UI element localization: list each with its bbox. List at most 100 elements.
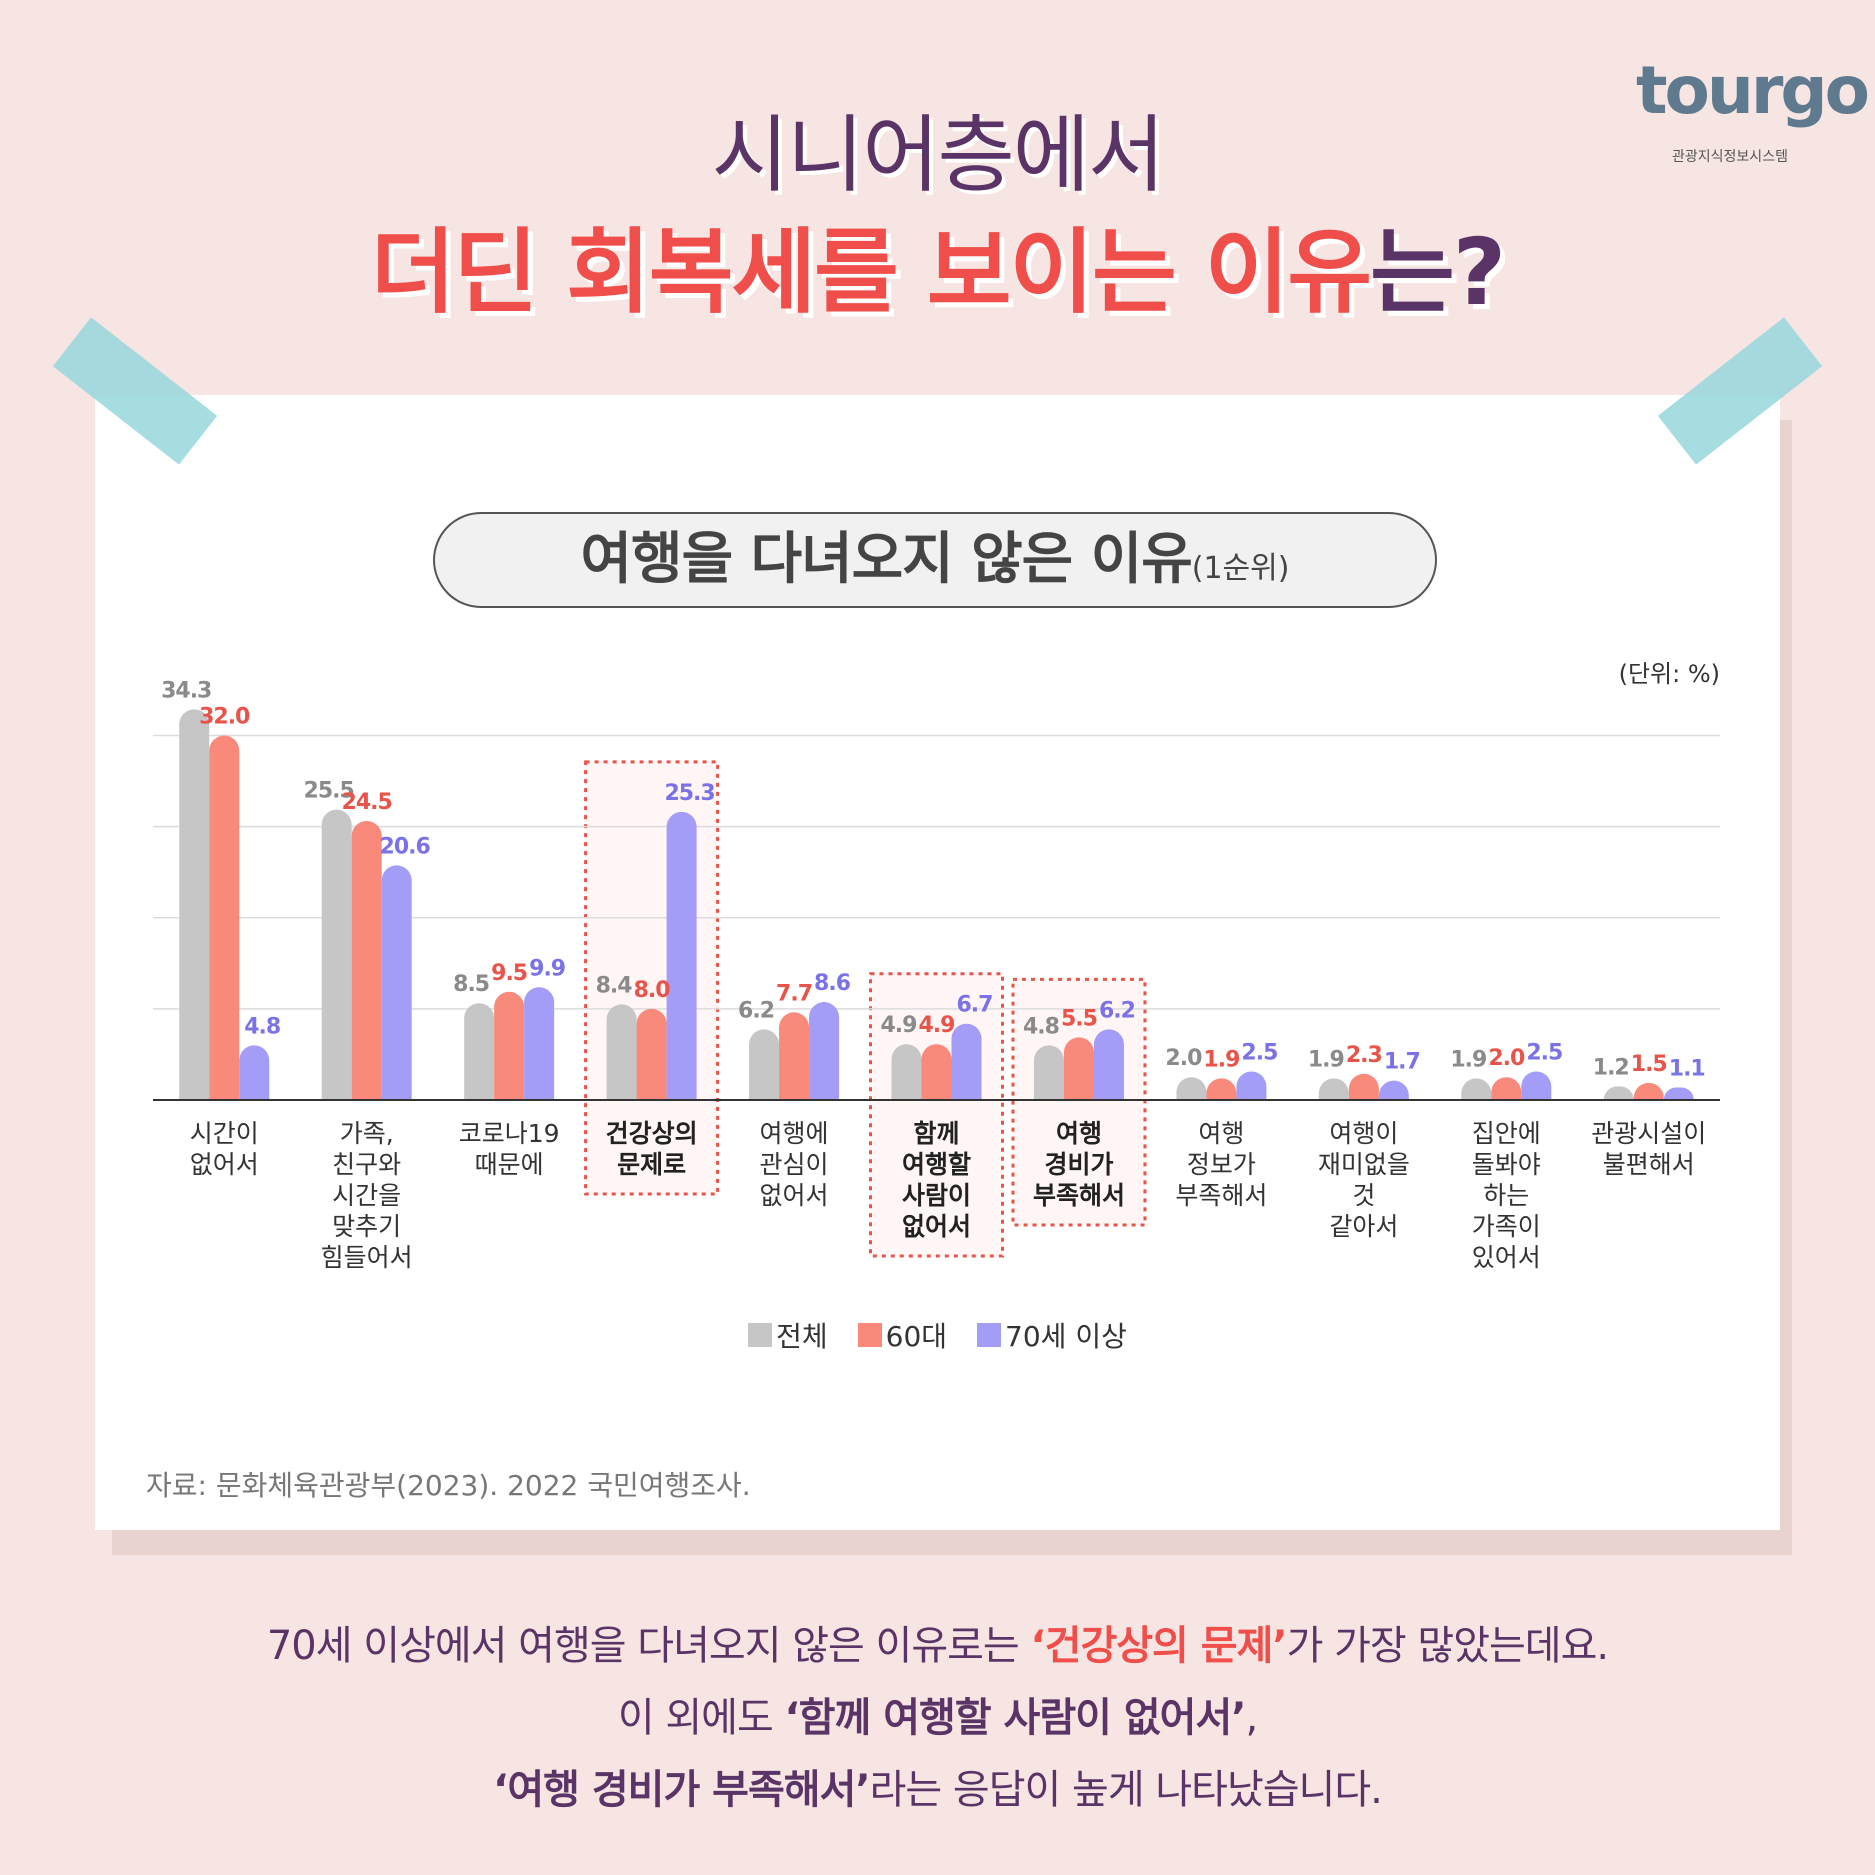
x-tick-label: 관광시설이 불편해서 bbox=[1591, 1119, 1707, 1179]
value-label: 8.5 bbox=[453, 972, 489, 997]
x-tick-label: 여행에 관심이 없어서 bbox=[759, 1119, 829, 1210]
bar bbox=[1521, 1071, 1552, 1100]
value-label: 8.0 bbox=[634, 978, 671, 1003]
bar bbox=[1461, 1078, 1492, 1100]
value-label: 4.9 bbox=[881, 1013, 917, 1038]
legend-item: 60대 bbox=[857, 1315, 948, 1355]
summary-line: ‘여행 경비가 부족해서’라는 응답이 높게 나타났습니다. bbox=[0, 1754, 1875, 1826]
summary-text: 70세 이상에서 여행을 다녀오지 않은 이유로는 bbox=[266, 1623, 1031, 1669]
value-label: 2.0 bbox=[1488, 1046, 1525, 1071]
summary-line: 이 외에도 ‘함께 여행할 사람이 없어서’, bbox=[0, 1682, 1875, 1754]
value-label: 9.5 bbox=[491, 961, 527, 986]
legend-label: 70세 이상 bbox=[1005, 1320, 1127, 1353]
value-label: 2.5 bbox=[1526, 1041, 1562, 1066]
x-tick-label: 함께 여행할 사람이 없어서 bbox=[901, 1119, 971, 1241]
value-label: 1.5 bbox=[1631, 1052, 1667, 1077]
summary-emphasis: ‘여행 경비가 부족해서’ bbox=[493, 1767, 870, 1813]
value-label: 1.7 bbox=[1384, 1050, 1420, 1075]
legend-swatch bbox=[977, 1323, 1002, 1347]
value-label: 32.0 bbox=[199, 705, 250, 730]
legend-label: 전체 bbox=[776, 1320, 828, 1353]
bar bbox=[239, 1045, 270, 1100]
value-label: 6.2 bbox=[738, 998, 774, 1023]
title-highlight: 더딘 회복세를 보이는 이유 bbox=[370, 219, 1372, 326]
value-label: 8.6 bbox=[814, 971, 851, 996]
x-tick-label: 집안에 돌봐야 하는 가족이 있어서 bbox=[1471, 1119, 1541, 1272]
bar bbox=[381, 865, 412, 1100]
legend-label: 60대 bbox=[885, 1320, 948, 1353]
bar bbox=[351, 820, 382, 1100]
chart-title: 여행을 다녀오지 않은 이유 bbox=[580, 527, 1193, 592]
bar bbox=[1063, 1037, 1094, 1100]
title-line-1: 시니어층에서 bbox=[711, 106, 1166, 204]
bar bbox=[494, 991, 525, 1100]
source: 자료: 문화체육관광부(2023). 2022 국민여행조사. bbox=[146, 1469, 751, 1502]
legend-item: 전체 bbox=[748, 1315, 828, 1355]
bar bbox=[1236, 1071, 1267, 1100]
summary-text: 라는 응답이 높게 나타났습니다. bbox=[869, 1767, 1383, 1813]
bar bbox=[464, 1003, 495, 1100]
bar bbox=[1663, 1087, 1694, 1100]
summary-text: 이 외에도 bbox=[617, 1695, 785, 1741]
bar bbox=[1348, 1073, 1379, 1100]
bar bbox=[951, 1023, 982, 1100]
bar bbox=[1603, 1086, 1634, 1100]
value-label: 20.6 bbox=[380, 834, 431, 859]
value-label: 2.5 bbox=[1241, 1041, 1277, 1066]
summary-text: , bbox=[1245, 1695, 1258, 1741]
bar bbox=[179, 709, 210, 1100]
bar bbox=[1633, 1082, 1664, 1100]
bar bbox=[779, 1012, 810, 1100]
value-label: 1.1 bbox=[1669, 1056, 1705, 1081]
x-tick-label: 가족, 친구와 시간을 맞추기 힘들어서 bbox=[320, 1119, 413, 1272]
legend: 전체 60대 70세 이상 bbox=[0, 1315, 1875, 1355]
bar bbox=[809, 1002, 840, 1100]
bar bbox=[1176, 1077, 1207, 1100]
title-end: 는? bbox=[1370, 219, 1506, 326]
value-label: 2.0 bbox=[1165, 1046, 1202, 1071]
logo-subtitle: 관광지식정보시스템 bbox=[1672, 149, 1788, 165]
value-label: 1.2 bbox=[1593, 1055, 1629, 1080]
bar bbox=[636, 1008, 667, 1100]
title-line-2: 더딘 회복세를 보이는 이유는? bbox=[0, 198, 1875, 331]
value-label: 1.9 bbox=[1203, 1047, 1239, 1072]
bar bbox=[749, 1029, 780, 1100]
bar bbox=[1318, 1078, 1349, 1100]
value-label: 1.9 bbox=[1450, 1047, 1486, 1072]
summary-emphasis: ‘함께 여행할 사람이 없어서’ bbox=[784, 1695, 1246, 1741]
summary-line: 70세 이상에서 여행을 다녀오지 않은 이유로는 ‘건강상의 문제’가 가장 … bbox=[0, 1610, 1875, 1682]
bar bbox=[1206, 1078, 1237, 1100]
value-label: 2.3 bbox=[1346, 1043, 1382, 1068]
x-tick-label: 시간이 없어서 bbox=[189, 1119, 259, 1179]
value-label: 34.3 bbox=[161, 678, 211, 703]
summary-text: 가 가장 많았는데요. bbox=[1286, 1623, 1610, 1669]
x-tick-label: 여행이 재미없을 것 같아서 bbox=[1317, 1119, 1410, 1241]
bar bbox=[1378, 1080, 1409, 1100]
x-tick-label: 여행 경비가 부족해서 bbox=[1032, 1119, 1125, 1210]
x-tick-label: 코로나19 때문에 bbox=[458, 1119, 560, 1179]
highlight-box bbox=[1011, 977, 1147, 1227]
bar bbox=[321, 809, 352, 1100]
legend-swatch bbox=[857, 1323, 882, 1347]
unit-label: (단위: %) bbox=[1618, 660, 1720, 688]
chart-subtitle: (1순위) bbox=[1191, 551, 1290, 586]
x-tick-label: 여행 정보가 부족해서 bbox=[1175, 1119, 1268, 1210]
value-label: 6.7 bbox=[957, 993, 993, 1018]
bar bbox=[524, 987, 555, 1100]
value-label: 9.9 bbox=[529, 956, 565, 981]
value-label: 25.3 bbox=[664, 781, 714, 806]
bar bbox=[1093, 1029, 1124, 1100]
bar bbox=[1491, 1077, 1522, 1100]
highlight-box bbox=[869, 972, 1004, 1258]
value-label: 6.2 bbox=[1099, 998, 1135, 1023]
bar bbox=[1033, 1045, 1064, 1100]
value-label: 1.9 bbox=[1308, 1047, 1344, 1072]
legend-swatch bbox=[748, 1323, 773, 1347]
chart-title-box: 여행을 다녀오지 않은 이유(1순위) bbox=[433, 512, 1437, 608]
summary-emphasis: ‘건강상의 문제’ bbox=[1030, 1623, 1287, 1669]
value-label: 25.5 bbox=[304, 779, 354, 804]
bar bbox=[891, 1044, 922, 1100]
value-label: 4.8 bbox=[244, 1014, 280, 1039]
